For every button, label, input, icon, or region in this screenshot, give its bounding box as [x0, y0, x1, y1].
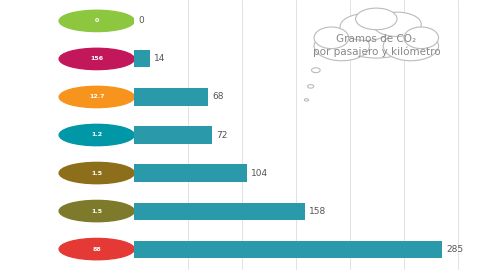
Text: 72: 72 [216, 130, 228, 140]
Bar [134, 88, 208, 106]
Text: 0: 0 [95, 18, 99, 23]
Circle shape [59, 200, 134, 222]
Ellipse shape [340, 14, 392, 40]
Circle shape [59, 162, 134, 184]
Circle shape [59, 124, 134, 146]
Text: por pasajero y kilómetro: por pasajero y kilómetro [312, 46, 440, 56]
Text: 158: 158 [310, 207, 326, 215]
Ellipse shape [404, 27, 439, 49]
Ellipse shape [312, 68, 320, 73]
Text: 88: 88 [92, 247, 101, 252]
Text: 285: 285 [446, 245, 464, 254]
Text: Gramos de CO₂: Gramos de CO₂ [336, 34, 416, 44]
Ellipse shape [304, 99, 309, 101]
Ellipse shape [338, 23, 414, 58]
Text: 12.7: 12.7 [89, 94, 105, 99]
Text: 14: 14 [154, 55, 165, 63]
Text: 104: 104 [251, 168, 268, 178]
Text: 156: 156 [90, 56, 103, 62]
Bar [134, 202, 305, 220]
Bar [134, 50, 150, 68]
Ellipse shape [308, 85, 314, 88]
Bar [134, 241, 442, 258]
Circle shape [59, 86, 134, 108]
Circle shape [59, 48, 134, 70]
Ellipse shape [373, 12, 421, 36]
Ellipse shape [383, 31, 439, 61]
Ellipse shape [314, 31, 370, 61]
Circle shape [59, 238, 134, 260]
Text: 1.2: 1.2 [91, 133, 102, 137]
Text: 1.5: 1.5 [91, 171, 102, 176]
Ellipse shape [314, 27, 348, 49]
Text: 0: 0 [139, 16, 144, 25]
Bar [134, 126, 212, 144]
Ellipse shape [356, 8, 397, 30]
Circle shape [59, 10, 134, 32]
Text: 1.5: 1.5 [91, 208, 102, 214]
Bar [134, 164, 247, 182]
Text: 68: 68 [212, 92, 224, 102]
